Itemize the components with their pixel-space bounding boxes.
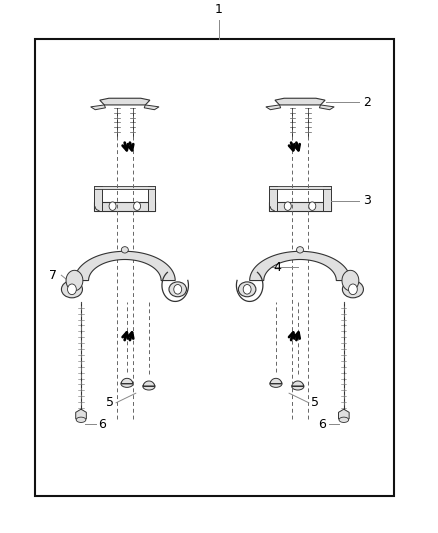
Text: 1: 1	[215, 3, 223, 17]
Polygon shape	[74, 252, 175, 280]
Ellipse shape	[76, 417, 86, 423]
Bar	[94, 185, 102, 211]
Polygon shape	[266, 105, 281, 110]
Circle shape	[349, 284, 357, 295]
Circle shape	[109, 202, 116, 211]
Text: 5: 5	[311, 396, 319, 409]
Polygon shape	[342, 270, 359, 291]
Text: 5: 5	[106, 396, 114, 409]
Circle shape	[243, 285, 251, 294]
Ellipse shape	[169, 282, 187, 297]
Polygon shape	[143, 381, 155, 386]
Bar	[94, 185, 155, 189]
Circle shape	[67, 284, 76, 295]
Bar	[269, 185, 277, 211]
Polygon shape	[339, 409, 349, 422]
Ellipse shape	[339, 417, 349, 423]
Text: 4: 4	[274, 261, 282, 274]
Ellipse shape	[292, 383, 304, 390]
Ellipse shape	[121, 247, 128, 253]
Text: 6: 6	[318, 417, 326, 431]
Ellipse shape	[61, 281, 82, 298]
Polygon shape	[270, 378, 282, 384]
Polygon shape	[144, 105, 159, 110]
Polygon shape	[250, 252, 350, 280]
Text: 6: 6	[99, 417, 106, 431]
Ellipse shape	[121, 380, 133, 387]
Text: 7: 7	[49, 269, 57, 282]
Polygon shape	[91, 105, 106, 110]
Bar	[269, 185, 331, 189]
Ellipse shape	[143, 383, 155, 390]
Circle shape	[174, 285, 182, 294]
Polygon shape	[100, 98, 150, 105]
Bar	[269, 202, 331, 211]
Bar	[323, 185, 331, 211]
Ellipse shape	[270, 380, 282, 387]
Ellipse shape	[297, 247, 304, 253]
Bar	[148, 185, 155, 211]
Ellipse shape	[238, 282, 256, 297]
Text: 3: 3	[364, 195, 371, 207]
Circle shape	[284, 202, 291, 211]
Polygon shape	[121, 378, 133, 384]
Bar	[35, 39, 394, 496]
Polygon shape	[319, 105, 334, 110]
Polygon shape	[292, 381, 304, 386]
Polygon shape	[66, 270, 83, 291]
Polygon shape	[76, 409, 86, 422]
Circle shape	[309, 202, 316, 211]
Text: 2: 2	[364, 96, 371, 109]
Circle shape	[134, 202, 141, 211]
Bar	[94, 202, 155, 211]
Polygon shape	[275, 98, 325, 105]
Ellipse shape	[343, 281, 364, 298]
